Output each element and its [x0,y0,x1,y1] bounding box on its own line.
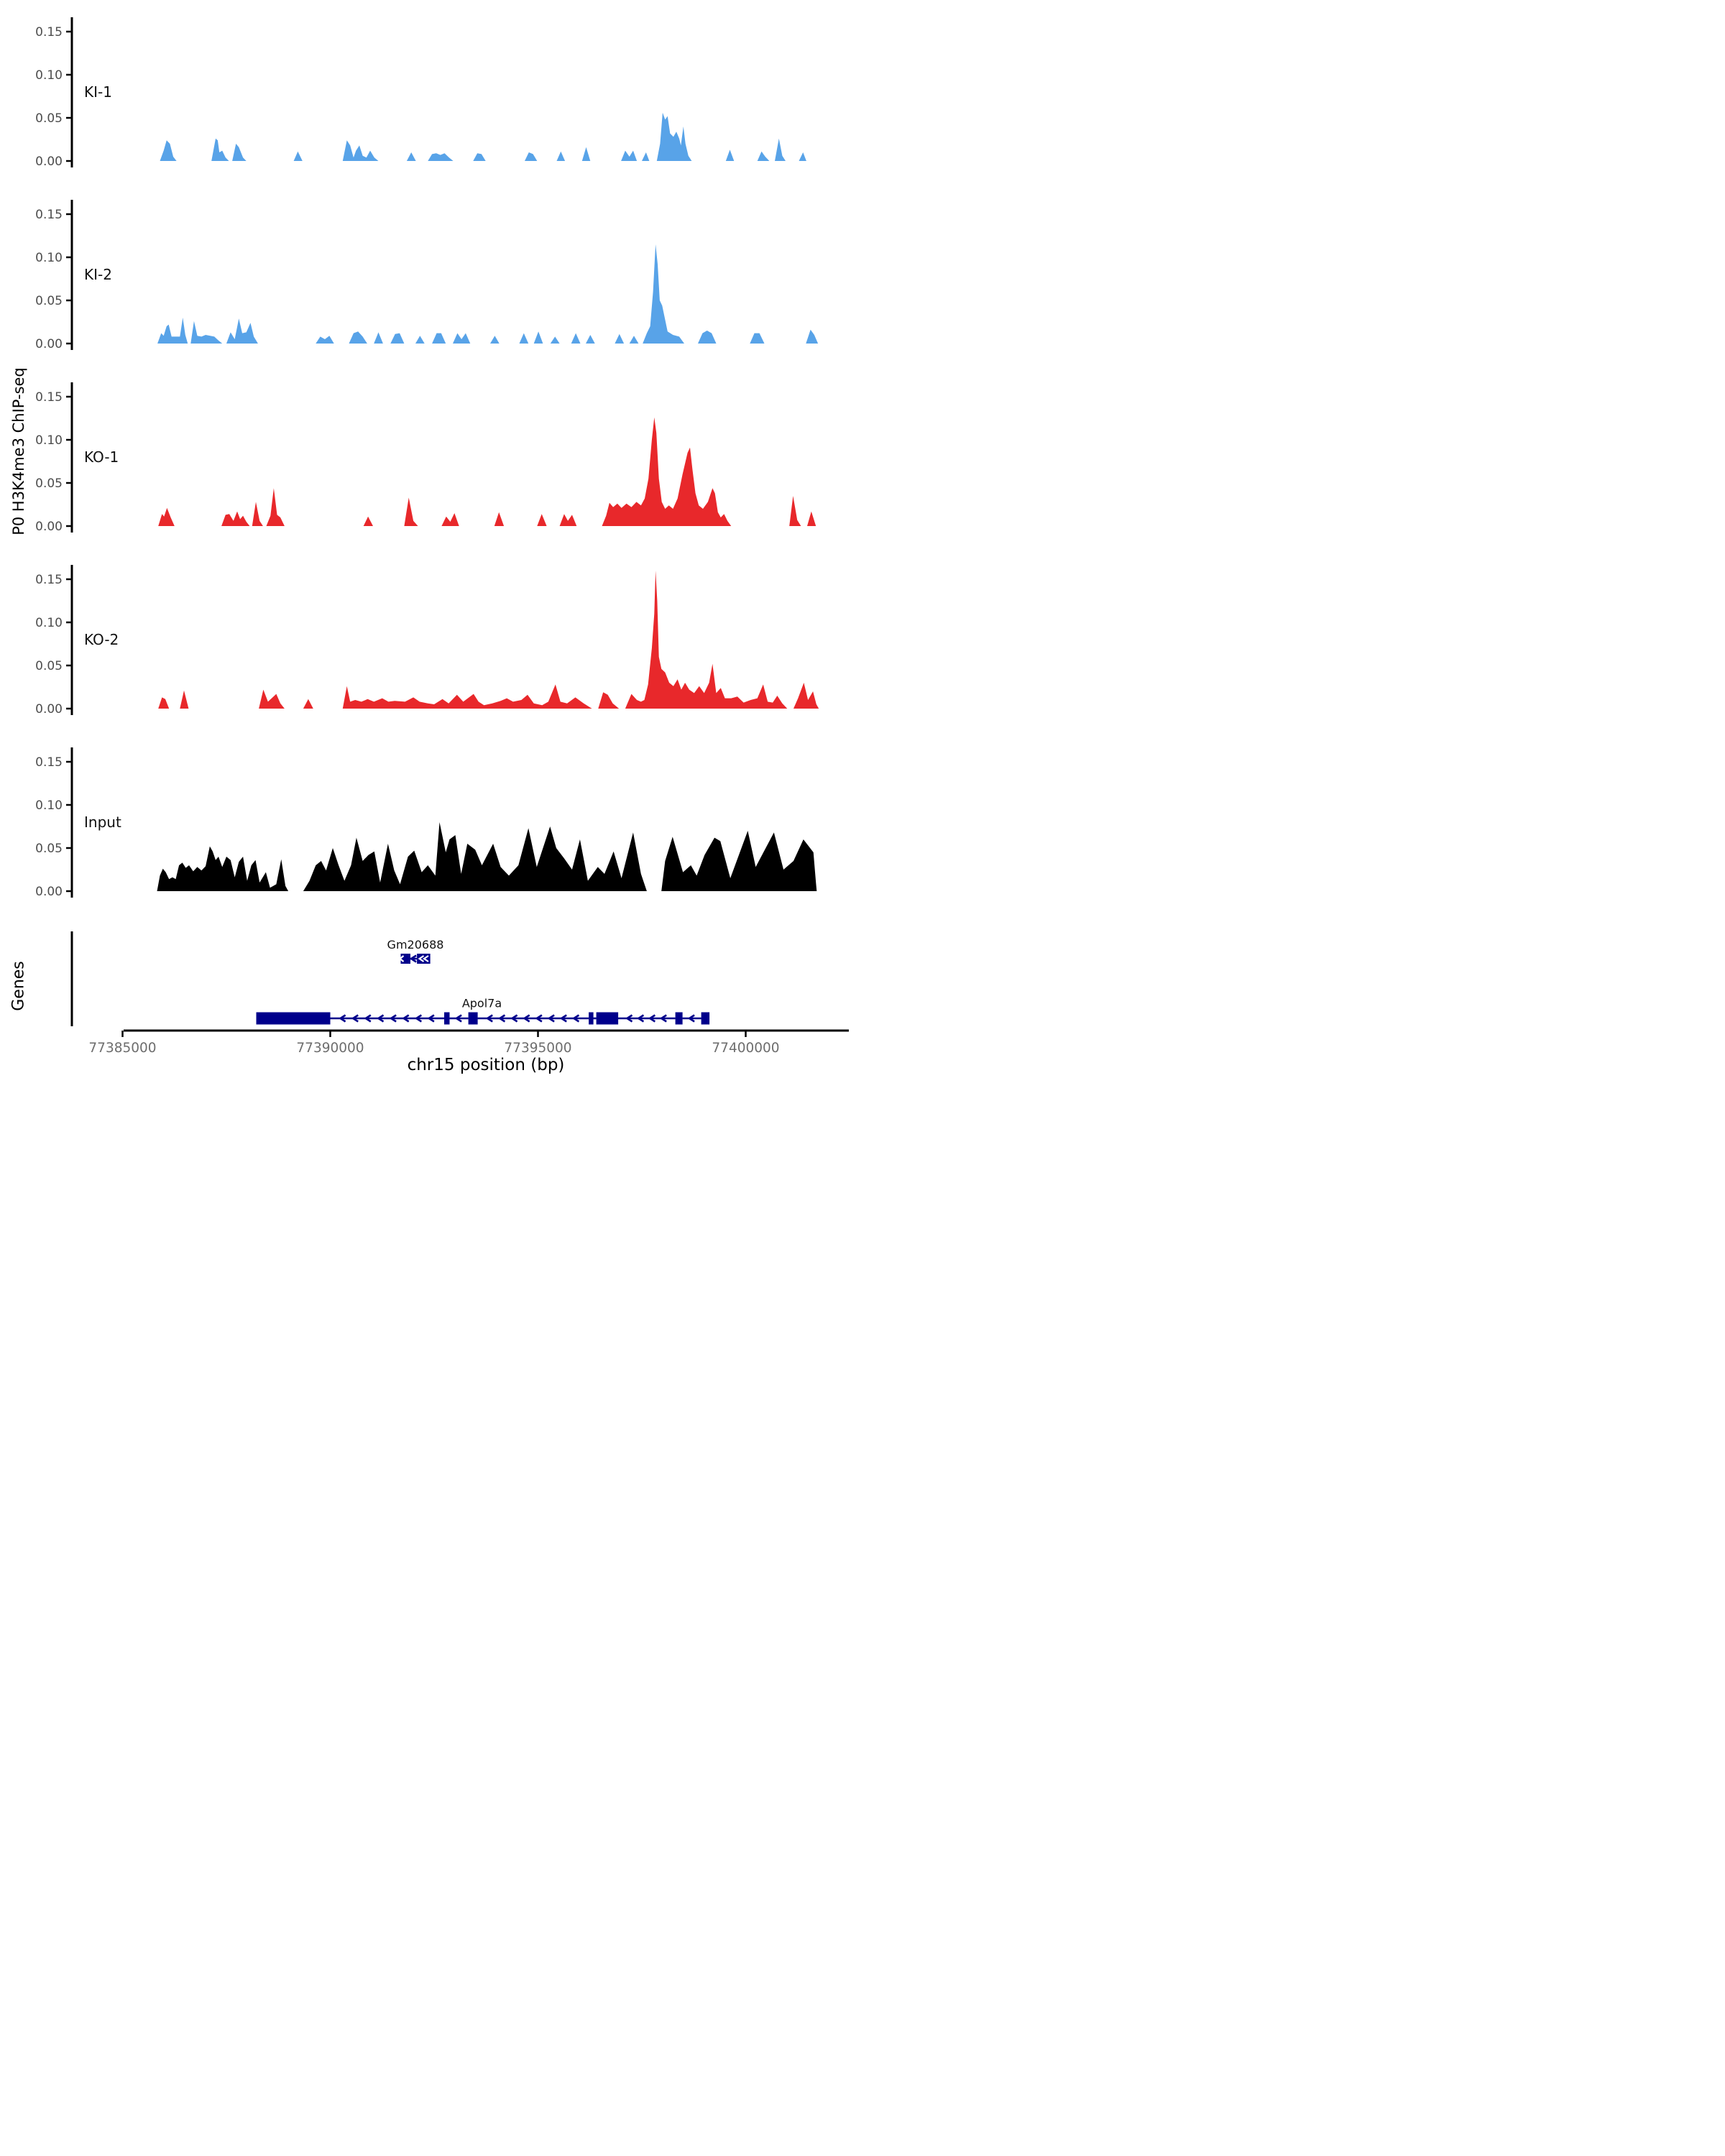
strand-arrow-icon [364,1014,372,1023]
x-tick-label: 77400000 [712,1041,779,1056]
y-tick-label: 0.05 [35,659,63,673]
x-axis-title: chr15 position (bp) [407,1056,565,1074]
strand-arrow-icon [339,1014,346,1023]
chip-seq-figure: P0 H3K4me3 ChIP-seq Genes 0.15 0.10 0.05 0.… [0,0,862,1078]
track-label-input: Input [84,814,121,831]
strand-arrow-icon [636,1014,645,1023]
track-label-ko-1: KO-1 [84,448,119,466]
track-ki-2: 0.15 0.10 0.05 0.00 KI-2 [35,200,819,351]
y-tick-label: 0.15 [35,208,63,222]
strand-arrow-icon [659,1014,667,1023]
strand-arrow-icon [485,1014,493,1023]
exon-box [400,954,410,964]
strand-arrow-icon [497,1014,506,1023]
y-tick-label: 0.15 [35,573,63,587]
strand-arrow-icon [351,1014,359,1023]
strand-arrow-icon [559,1014,567,1023]
track-ki-1: 0.15 0.10 0.05 0.00 KI-1 [35,17,806,169]
y-tick-label: 0.00 [35,702,63,717]
strand-arrow-icon [418,955,425,962]
strand-arrow-icon [523,1014,530,1023]
strand-arrow-icon [414,1014,423,1023]
coverage-area-ki-2 [157,244,819,344]
coverage-area-ko-2 [158,571,819,709]
y-tick-label: 0.10 [35,433,63,448]
y-tick-label: 0.00 [35,155,63,169]
exon-box [256,1012,331,1025]
gene-apol7a: Apol7a [256,997,710,1025]
strand-arrow-icon [427,1014,435,1023]
strand-arrow-icon [402,1014,410,1023]
strand-arrow-icon [377,1014,385,1023]
track-ko-2: 0.15 0.10 0.05 0.00 KO-2 [35,565,819,717]
track-label-ki-2: KI-2 [84,266,112,283]
gene-gm20688: Gm20688 [387,938,444,964]
y-tick-label: 0.15 [35,25,63,40]
strand-arrow-icon [547,1014,555,1023]
strand-arrow-icon [389,1014,397,1023]
y-tick-label: 0.05 [35,294,63,308]
y-tick-label: 0.10 [35,616,63,630]
y-tick-label: 0.00 [35,885,63,899]
x-axis: 77385000 77390000 77395000 77400000 [88,1029,849,1056]
track-input: 0.15 0.10 0.05 0.00 Input [35,747,817,899]
strand-arrow-icon [409,954,417,963]
y-tick-label: 0.10 [35,251,63,265]
x-tick-label: 77385000 [88,1041,156,1056]
track-label-ki-1: KI-1 [84,83,112,101]
gene-name-gm20688: Gm20688 [387,938,444,952]
exon-box [444,1012,450,1025]
x-tick-label: 77390000 [296,1041,364,1056]
genome-tracks-chart: 0.15 0.10 0.05 0.00 KI-1 0.15 0.10 0.05 0.00 KI-2… [35,17,849,1056]
y-tick-label: 0.10 [35,68,63,83]
y-tick-label: 0.15 [35,390,63,405]
strand-arrow-icon [571,1014,580,1023]
gene-name-apol7a: Apol7a [462,997,502,1010]
strand-arrow-icon [648,1014,656,1023]
exon-box [468,1012,478,1025]
x-tick-label: 77395000 [504,1041,571,1056]
y-tick-label: 0.10 [35,798,63,813]
y-tick-label: 0.00 [35,520,63,534]
y-tick-label: 0.15 [35,755,63,770]
strand-arrow-icon [423,955,429,962]
coverage-area-input [157,822,817,891]
strand-arrow-icon [454,1014,462,1023]
strand-arrow-icon [510,1014,518,1023]
exon-box [589,1012,594,1025]
genes-panel: Gm20688 Apol7a [70,931,710,1026]
track-label-ko-2: KO-2 [84,631,119,648]
coverage-area-ki-1 [160,112,806,161]
strand-arrow-icon [398,955,405,962]
exon-box [596,1012,619,1025]
strand-arrow-icon [687,1014,695,1023]
y-tick-label: 0.00 [35,337,63,351]
track-ko-1: 0.15 0.10 0.05 0.00 KO-1 [35,382,816,534]
coverage-area-ko-1 [158,417,816,526]
strand-arrow-icon [625,1014,633,1023]
y-tick-label: 0.05 [35,111,63,126]
y-tick-label: 0.05 [35,476,63,491]
exon-box [701,1012,710,1025]
y-tick-label: 0.05 [35,842,63,856]
exon-box [675,1012,683,1025]
strand-arrow-icon [535,1014,543,1023]
